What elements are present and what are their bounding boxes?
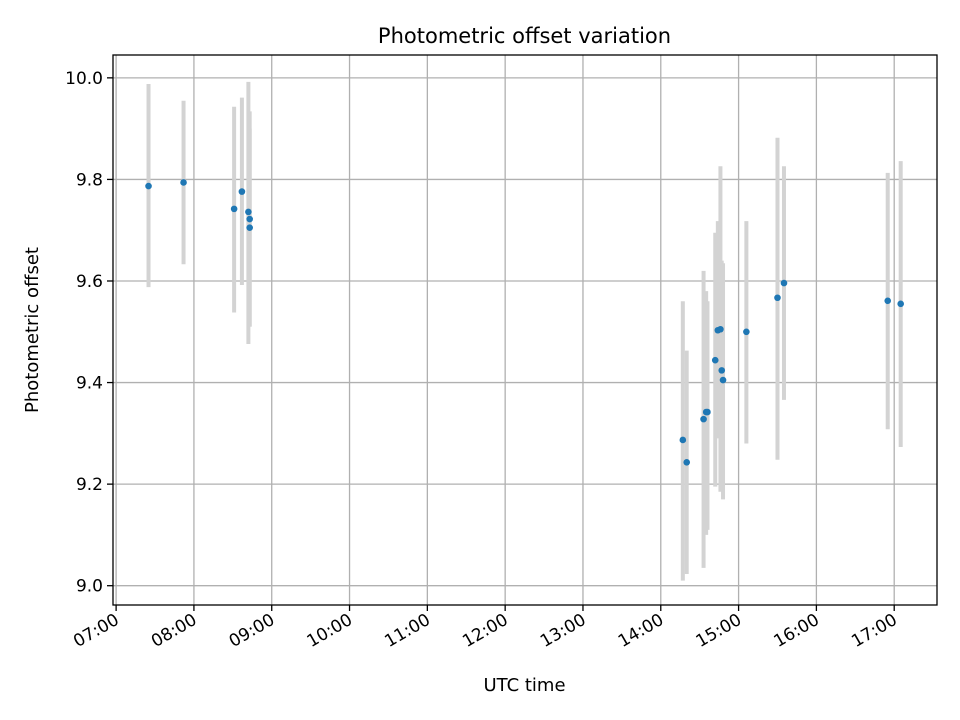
data-point xyxy=(897,300,904,308)
x-tick-label: 17:00 xyxy=(848,610,900,652)
data-point xyxy=(683,458,691,466)
x-tick-label: 11:00 xyxy=(381,610,433,652)
data-point xyxy=(719,376,727,384)
data-points xyxy=(145,179,904,466)
data-point xyxy=(245,208,252,216)
grid-lines xyxy=(113,55,937,605)
data-point xyxy=(711,356,719,364)
data-point xyxy=(246,224,253,231)
y-tick-label: 9.0 xyxy=(76,577,103,597)
x-tick-label: 15:00 xyxy=(693,610,745,652)
x-tick-label: 12:00 xyxy=(459,610,511,652)
data-point xyxy=(718,367,726,374)
data-point xyxy=(679,436,687,444)
data-point xyxy=(704,408,711,416)
x-axis-title: UTC time xyxy=(483,675,565,696)
y-tick-label: 9.8 xyxy=(76,170,103,190)
data-point xyxy=(774,294,781,302)
y-tick-label: 9.6 xyxy=(76,272,103,292)
data-point xyxy=(884,297,892,305)
y-axis: 9.0 9.2 9.4 9.6 9.8 10.0 xyxy=(65,69,113,597)
data-point xyxy=(230,205,238,213)
data-point xyxy=(743,328,750,336)
x-tick-label: 09:00 xyxy=(226,610,278,652)
y-tick-label: 9.4 xyxy=(76,374,103,394)
x-tick-label: 10:00 xyxy=(304,610,356,652)
data-point xyxy=(780,279,788,287)
x-tick-label: 08:00 xyxy=(148,610,200,652)
x-tick-label: 13:00 xyxy=(537,610,589,652)
x-tick-label: 07:00 xyxy=(70,610,122,652)
plot-frame xyxy=(112,54,938,606)
x-tick-label: 14:00 xyxy=(615,610,667,652)
data-point xyxy=(717,325,724,333)
chart-title: Photometric offset variation xyxy=(378,24,671,48)
x-tick-label: 16:00 xyxy=(770,610,822,652)
x-axis: 07:00 08:00 09:00 10:00 11:00 12:00 13:00 14:00… xyxy=(70,605,901,652)
y-tick-label: 10.0 xyxy=(65,69,103,89)
error-bars xyxy=(146,81,903,581)
y-tick-label: 9.2 xyxy=(76,475,103,495)
data-point xyxy=(700,415,707,423)
y-axis-title: Photometric offset xyxy=(22,247,43,413)
data-point xyxy=(180,179,187,186)
data-point xyxy=(246,215,253,223)
data-point xyxy=(238,188,246,195)
data-point xyxy=(145,182,152,190)
